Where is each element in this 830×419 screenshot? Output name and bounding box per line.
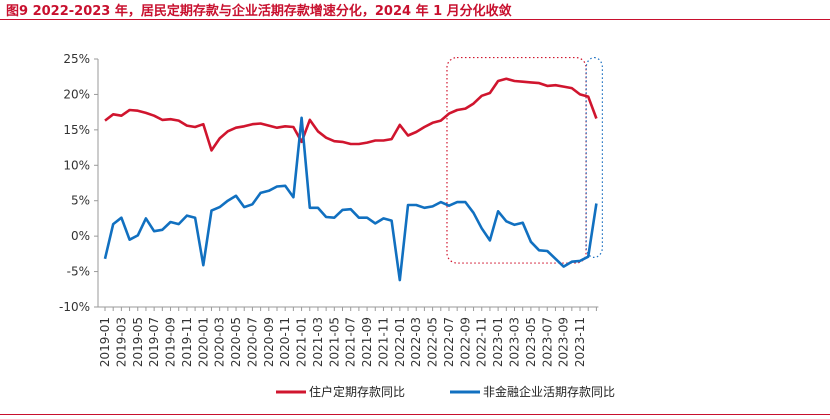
y-axis: 25% 20% 15% 10% 5% 0% -5% -10% [59, 52, 99, 314]
x-tick-label: 2019-05 [131, 317, 145, 367]
x-tick-label: 2022-05 [426, 317, 440, 367]
highlight-box-convergence [585, 56, 604, 258]
y-tick-label: -10% [59, 300, 90, 314]
legend-label-corporate-demand-deposits: 非金融企业活期存款同比 [483, 384, 615, 399]
series-lines [103, 77, 598, 282]
x-tick-label: 2022-03 [409, 317, 423, 367]
y-tick-label: 15% [63, 123, 90, 137]
legend: 住户定期存款同比 非金融企业活期存款同比 [276, 384, 615, 399]
x-tick-label: 2019-03 [114, 317, 128, 367]
series-line-corporate-demand-deposits [103, 116, 598, 282]
highlight-box-divergence [446, 56, 587, 264]
y-tick-label: 0% [71, 229, 90, 243]
bottom-divider [0, 414, 830, 415]
x-tick-label: 2020-03 [213, 317, 227, 367]
y-tick-label: 25% [63, 52, 90, 66]
x-tick-label: 2023-01 [491, 317, 505, 367]
x-tick-label: 2021-07 [344, 317, 358, 367]
x-tick-label: 2019-11 [180, 317, 194, 367]
highlight-boxes [446, 56, 604, 264]
x-tick-label: 2020-05 [229, 317, 243, 367]
x-tick-label: 2021-05 [327, 317, 341, 367]
y-tick-label: 20% [63, 87, 90, 101]
x-tick-label: 2022-07 [442, 317, 456, 367]
x-tick-label: 2022-01 [393, 317, 407, 367]
x-tick-label: 2022-11 [475, 317, 489, 367]
x-tick-label: 2020-11 [278, 317, 292, 367]
x-tick-label: 2023-03 [508, 317, 522, 367]
x-tick-label: 2019-01 [98, 317, 112, 367]
x-tick-label: 2020-01 [196, 317, 210, 367]
y-tick-label: -5% [67, 265, 90, 279]
x-tick-label: 2023-11 [573, 317, 587, 367]
x-tick-label: 2023-09 [557, 317, 571, 367]
y-tick-label: 5% [71, 194, 90, 208]
legend-label-household-deposits: 住户定期存款同比 [309, 384, 405, 399]
x-tick-label: 2020-07 [245, 317, 259, 367]
x-tick-label: 2022-09 [458, 317, 472, 367]
x-tick-label: 2019-07 [147, 317, 161, 367]
x-tick-label: 2021-01 [295, 317, 309, 367]
y-tick-label: 10% [63, 158, 90, 172]
x-tick-label: 2021-03 [311, 317, 325, 367]
x-tick-label: 2021-11 [376, 317, 390, 367]
x-axis: 2019-01 2019-03 2019-05 2019-07 2019-09 2019-… [98, 306, 599, 367]
series-line-household-time-deposits [104, 77, 598, 152]
x-tick-label: 2021-09 [360, 317, 374, 367]
chart-title: 图9 2022-2023 年，居民定期存款与企业活期存款增速分化，2024 年 … [6, 4, 512, 19]
x-tick-label: 2019-09 [164, 317, 178, 367]
x-tick-label: 2023-07 [540, 317, 554, 367]
x-tick-label: 2023-05 [524, 317, 538, 367]
x-tick-label: 2020-09 [262, 317, 276, 367]
title-divider [0, 19, 830, 20]
